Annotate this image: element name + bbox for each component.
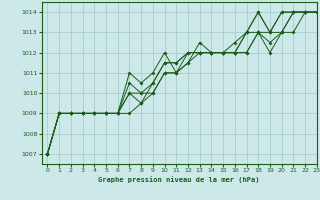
X-axis label: Graphe pression niveau de la mer (hPa): Graphe pression niveau de la mer (hPa) [99, 176, 260, 183]
